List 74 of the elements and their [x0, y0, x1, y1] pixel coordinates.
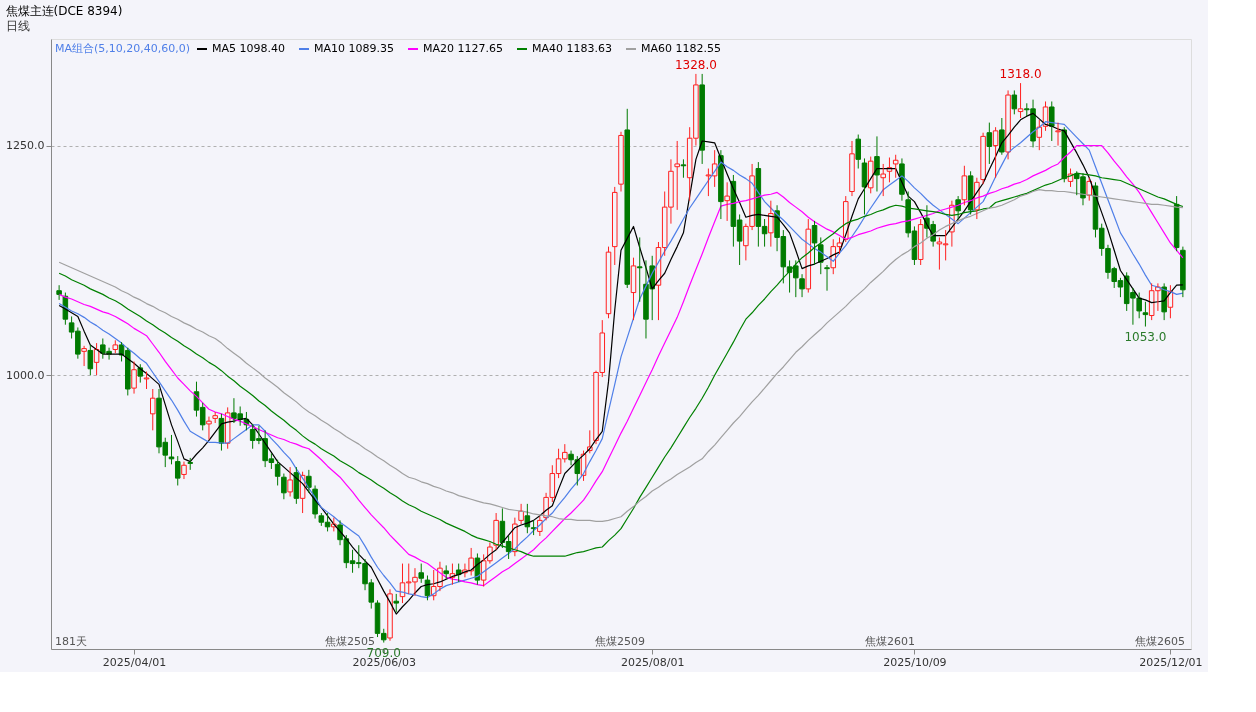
- candlestick: [1167, 284, 1174, 319]
- candlestick: [699, 73, 705, 165]
- candlestick: [524, 503, 531, 534]
- candlestick: [181, 461, 187, 480]
- candlestick: [306, 469, 312, 494]
- candlestick: [293, 466, 300, 505]
- candlestick: [917, 218, 924, 266]
- candlestick: [143, 371, 150, 390]
- candlestick: [287, 466, 293, 497]
- chart-title: 焦煤主连(DCE 8394): [5, 4, 123, 18]
- candlestick: [518, 503, 524, 525]
- legend-label: MA20 1127.65: [423, 42, 503, 55]
- candlestick: [493, 512, 499, 551]
- candlestick: [636, 236, 643, 303]
- candlestick: [824, 264, 830, 292]
- x-tick-label: 2025/10/09: [883, 655, 947, 669]
- candlestick: [674, 140, 680, 211]
- legend-label: MA60 1182.55: [641, 42, 721, 55]
- annotation: 1053.0: [1124, 329, 1167, 344]
- candlestick: [1005, 89, 1011, 160]
- annotation: 焦煤2605: [1135, 635, 1185, 648]
- legend-label: MA5 1098.40: [212, 42, 285, 55]
- candlestick: [618, 131, 624, 192]
- candlestick: [805, 218, 812, 294]
- candlestick: [630, 257, 637, 321]
- x-tick-label: 2025/04/01: [102, 655, 167, 669]
- candlestick: [980, 132, 986, 185]
- candlestick: [281, 473, 287, 500]
- annotation: 焦煤2509: [595, 635, 645, 648]
- candlestick: [624, 108, 631, 289]
- candlestick: [1055, 122, 1061, 147]
- annotation: 1328.0: [674, 57, 717, 72]
- x-tick-label: 2025/08/01: [621, 655, 685, 669]
- annotation: 焦煤2505: [325, 635, 375, 648]
- candlestick: [131, 360, 137, 395]
- legend-label: MA10 1089.35: [314, 42, 394, 55]
- candlestick: [206, 416, 212, 441]
- candlestick: [1180, 246, 1186, 298]
- annotation: 1318.0: [999, 67, 1042, 82]
- candlestick: [768, 200, 774, 248]
- candlestick: [393, 593, 400, 613]
- candlestick: [174, 455, 181, 486]
- candlestick: [705, 168, 712, 197]
- candlestick: [849, 140, 855, 197]
- candlestick: [680, 158, 687, 179]
- y-tick-label: 1000.0: [6, 368, 45, 382]
- candlestick: [718, 149, 724, 220]
- x-tick-label: 2025/12/01: [1139, 655, 1203, 669]
- chart-subtitle: 日线: [5, 19, 30, 33]
- legend-label: MA40 1183.63: [532, 42, 612, 55]
- candlestick: [212, 411, 218, 424]
- candlestick: [418, 563, 424, 584]
- legend-title: MA组合(5,10,20,40,60,0): [55, 42, 191, 55]
- candlestick: [724, 181, 730, 222]
- annotation: 181天: [55, 635, 87, 648]
- candlestick: [880, 163, 886, 197]
- candlestick: [986, 122, 993, 165]
- candlestick: [1036, 119, 1043, 151]
- candlestick: [387, 588, 393, 642]
- candlestick: [1017, 82, 1024, 119]
- candlestick: [455, 563, 462, 583]
- candlestick: [1049, 100, 1055, 142]
- candlestick: [56, 284, 62, 301]
- candlestick: [1142, 301, 1149, 328]
- candlestick: [992, 126, 999, 179]
- x-tick-label: 2025/06/03: [352, 655, 416, 669]
- candlestick: [187, 457, 193, 471]
- candlestick: [81, 345, 87, 367]
- candlestick: [861, 157, 868, 215]
- candlestick: [955, 195, 961, 220]
- candlestick: [874, 135, 880, 192]
- annotation: 焦煤2601: [865, 635, 915, 648]
- y-tick-label: 1250.0: [6, 139, 45, 153]
- candlestick: [150, 388, 156, 431]
